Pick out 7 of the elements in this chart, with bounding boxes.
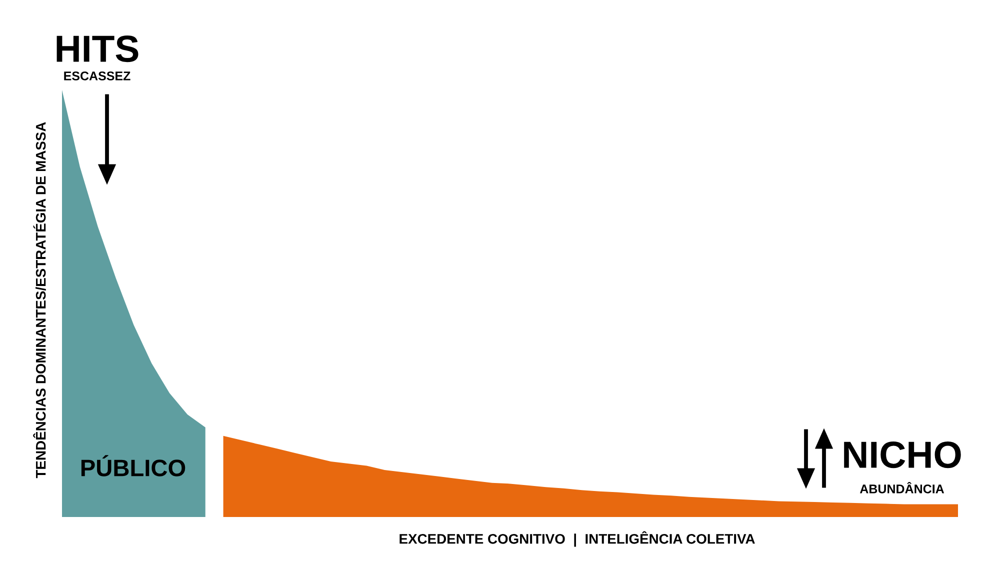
y-axis-title: TENDÊNCIAS DOMINANTES/ESTRATÉGIA DE MASSA xyxy=(33,122,46,478)
annotation: PÚBLICO xyxy=(81,455,186,476)
x-axis-title: EXCEDENTE COGNITIVO | INTELIGÊNCIA COLETIVA xyxy=(400,531,755,547)
text: ESCASSEZ xyxy=(64,72,130,80)
text: HITS xyxy=(56,36,138,62)
annotation: NICHO xyxy=(844,442,961,468)
annotation: ABUNDÂNCIA xyxy=(860,482,944,494)
